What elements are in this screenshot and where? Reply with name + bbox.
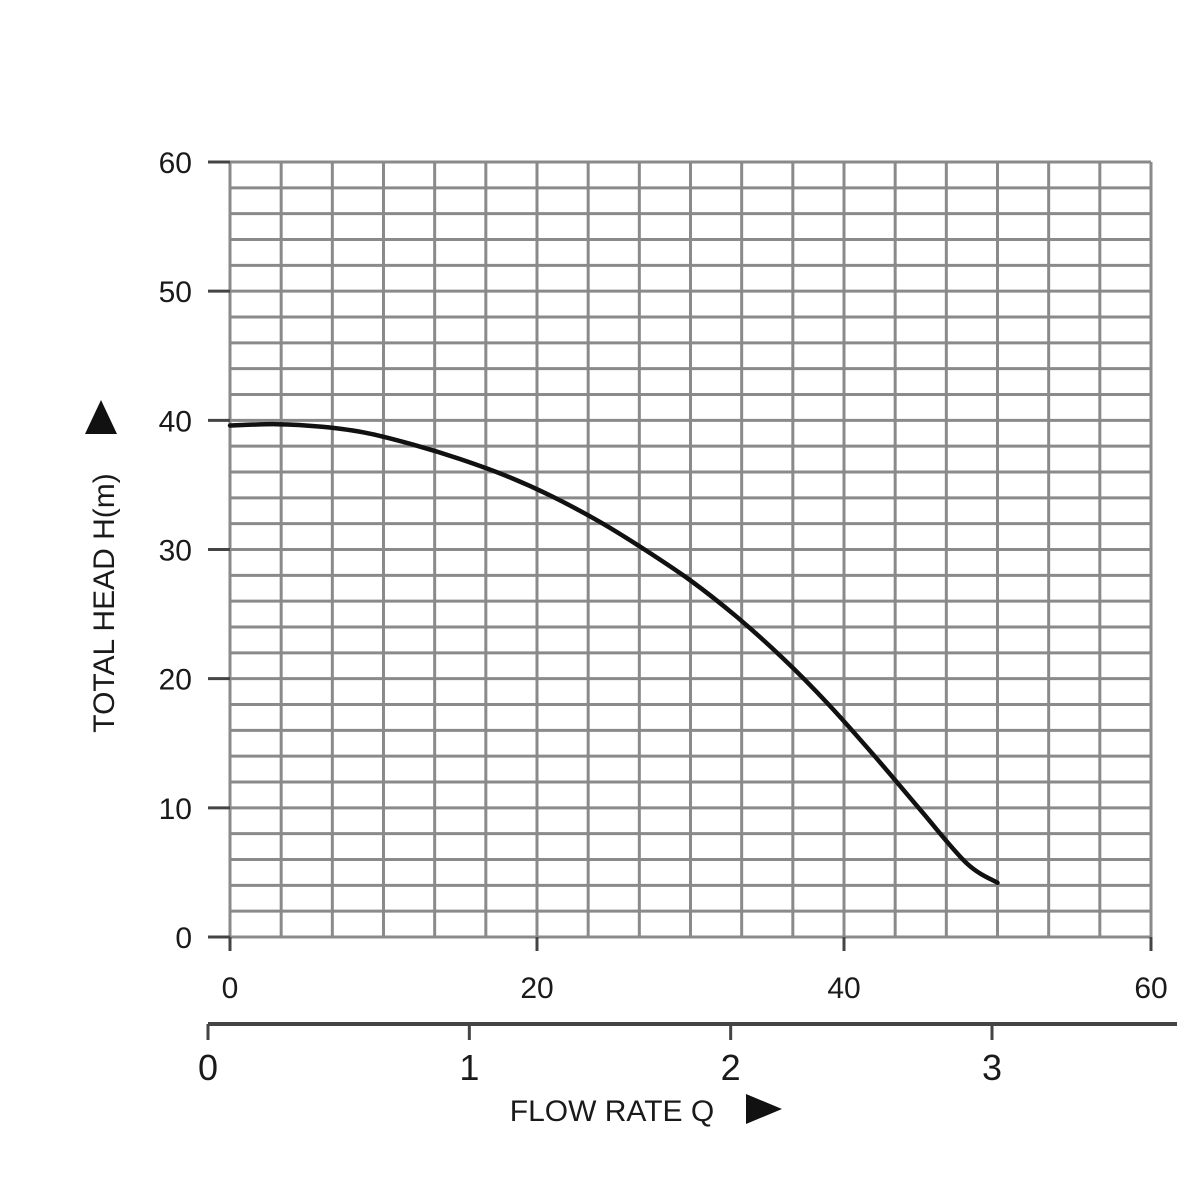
y-axis-title: TOTAL HEAD H(m) [88,473,121,732]
x-tick-label: 0 [222,972,239,1005]
axes [206,160,1177,1040]
triangle-up-icon [85,400,117,434]
series-line [227,421,1000,886]
x-axis-title: FLOW RATE Q [510,1095,714,1128]
y-tick-label: 50 [159,276,192,309]
y-tick-label: 40 [159,405,192,438]
triangle-right-icon [746,1094,782,1124]
tick-labels: 0 10 20 30 40 50 60 0 20 40 60 0 1 2 3 [159,147,1168,1088]
grid [228,160,1153,939]
y-tick-label: 0 [175,922,192,955]
x-tick-label: 40 [827,972,860,1005]
x-tick-label: 60 [1134,972,1167,1005]
secondary-x-tick-label: 3 [982,1047,1002,1088]
secondary-x-tick-label: 1 [459,1047,479,1088]
x-tick-label: 20 [520,972,553,1005]
y-tick-label: 30 [159,535,192,568]
secondary-x-tick-label: 2 [721,1047,741,1088]
series-layer [227,421,1000,886]
y-tick-label: 20 [159,664,192,697]
secondary-x-tick-label: 0 [198,1047,218,1088]
y-tick-label: 60 [159,147,192,180]
y-tick-label: 10 [159,793,192,826]
